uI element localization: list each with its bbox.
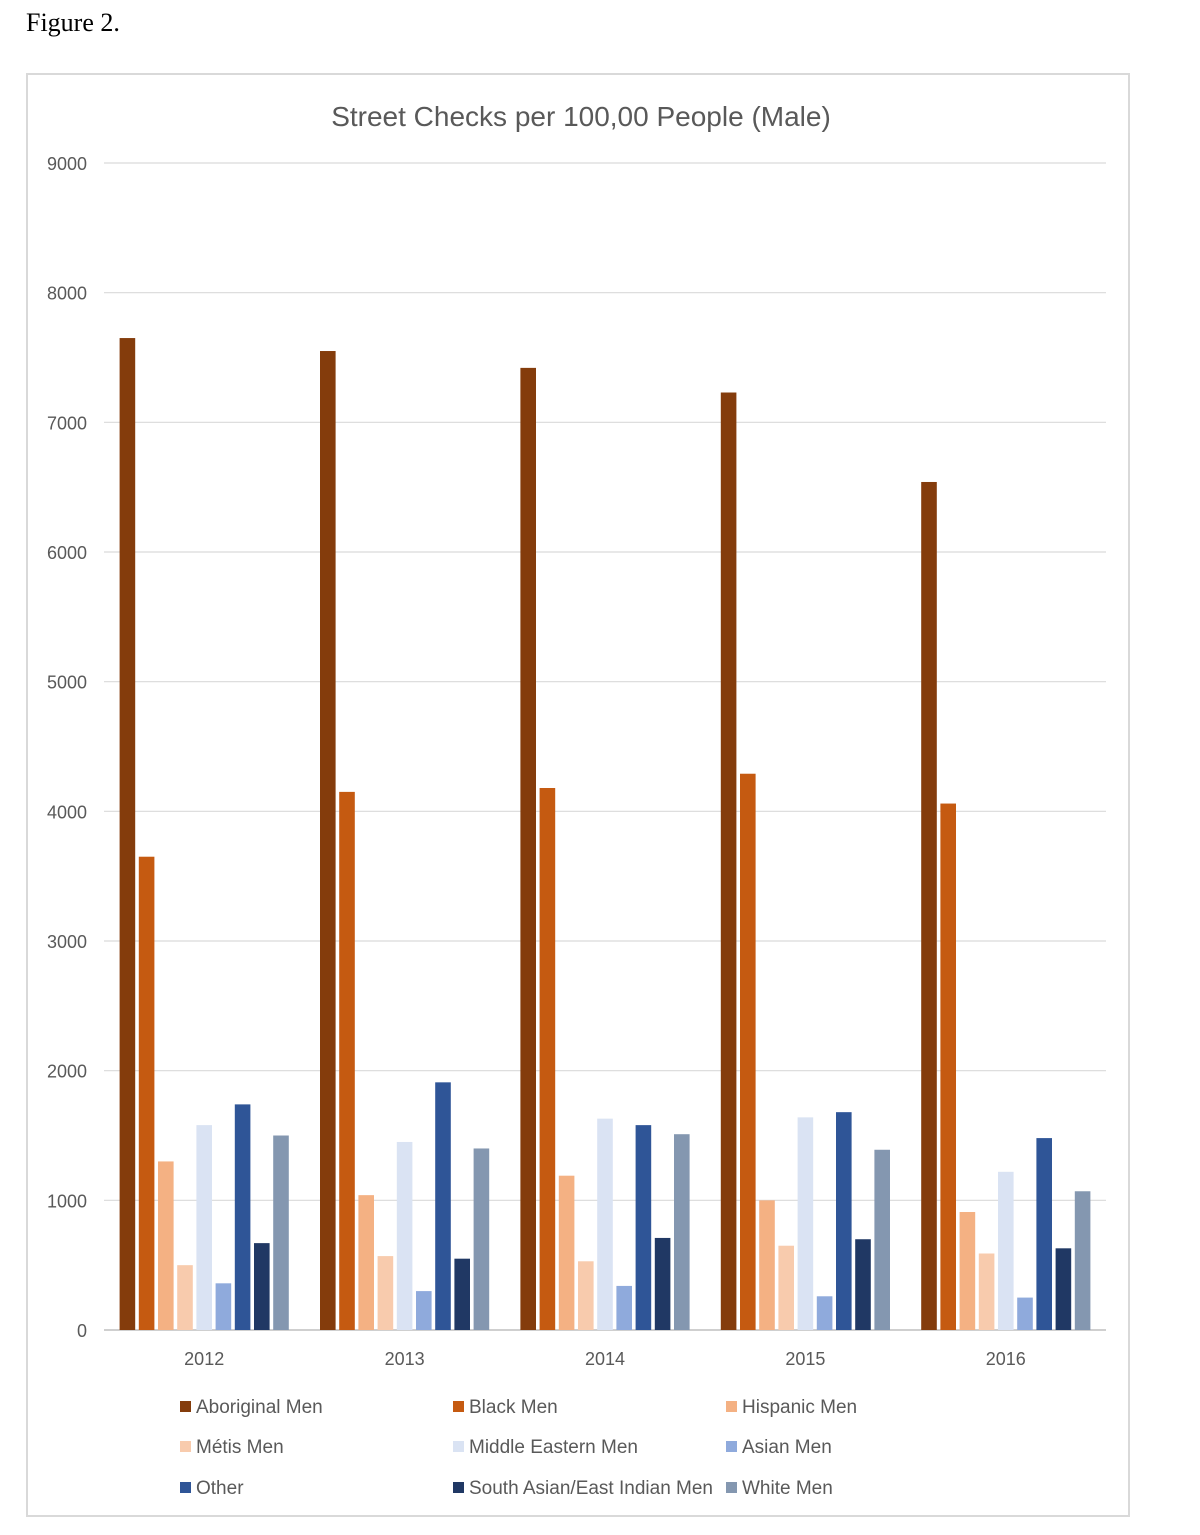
grid-lines (104, 162, 1106, 1331)
y-tick-label: 5000 (47, 673, 87, 693)
bar-asian-men-2014 (616, 1285, 632, 1330)
y-tick-label: 6000 (47, 543, 87, 563)
bar-middle-eastern-men-2016 (998, 1171, 1014, 1330)
bar-other-2012 (234, 1104, 251, 1330)
y-tick-label: 8000 (47, 284, 87, 304)
chart-container: Street Checks per 100,00 People (Male) 0… (26, 73, 1130, 1517)
bar-aboriginal-men-2013 (320, 351, 336, 1330)
bar-asian-men-2016 (1017, 1297, 1033, 1330)
bar-middle-eastern-men-2015 (797, 1117, 814, 1330)
y-tick-label: 7000 (47, 413, 87, 433)
x-tick-label: 2013 (385, 1349, 425, 1369)
bars (119, 338, 1091, 1331)
bar-other-2016 (1036, 1138, 1052, 1330)
bar-south-asian-east-indian-men-2014 (654, 1237, 671, 1330)
legend-swatch (726, 1401, 737, 1412)
legend-swatch (453, 1441, 464, 1452)
bar-other-2013 (435, 1082, 451, 1330)
legend: Aboriginal Men Black Men Hispanic Men Métis… (180, 1397, 857, 1499)
bar-south-asian-east-indian-men-2013 (454, 1258, 470, 1330)
bar-hispanic-men-2012 (158, 1161, 174, 1330)
x-tick-label: 2012 (184, 1349, 224, 1369)
bar-hispanic-men-2015 (759, 1200, 775, 1330)
bar-white-men-2012 (273, 1135, 289, 1330)
legend-label: White Men (742, 1478, 833, 1499)
chart-title: Street Checks per 100,00 People (Male) (331, 101, 831, 132)
bar-hispanic-men-2013 (358, 1195, 374, 1330)
bar-south-asian-east-indian-men-2015 (855, 1239, 871, 1330)
bar-black-men-2016 (940, 803, 956, 1330)
bar-m-tis-men-2015 (778, 1245, 794, 1330)
y-tick-label: 4000 (47, 802, 87, 822)
bar-black-men-2015 (740, 773, 756, 1330)
legend-swatch (453, 1401, 464, 1412)
y-tick-label: 0 (77, 1321, 87, 1341)
bar-south-asian-east-indian-men-2012 (254, 1243, 270, 1330)
legend-label: Asian Men (742, 1437, 832, 1458)
bar-asian-men-2012 (215, 1283, 232, 1330)
x-axis-tick-labels: 2012 2013 2014 2015 2016 (184, 1349, 1026, 1369)
bar-white-men-2016 (1074, 1191, 1091, 1330)
bar-middle-eastern-men-2013 (396, 1141, 413, 1330)
bar-other-2014 (635, 1125, 652, 1330)
bar-chart: Street Checks per 100,00 People (Male) 0… (47, 101, 1106, 1499)
figure-caption: Figure 2. (26, 8, 120, 37)
bar-black-men-2013 (339, 791, 355, 1330)
legend-swatch (453, 1482, 464, 1493)
bar-asian-men-2015 (816, 1296, 833, 1330)
bar-m-tis-men-2013 (377, 1256, 394, 1330)
legend-label: Other (196, 1478, 244, 1499)
bar-white-men-2015 (874, 1149, 890, 1330)
x-tick-label: 2015 (785, 1349, 825, 1369)
x-tick-label: 2016 (986, 1349, 1026, 1369)
legend-label: South Asian/East Indian Men (469, 1478, 713, 1499)
bar-m-tis-men-2016 (978, 1253, 995, 1330)
bar-aboriginal-men-2016 (921, 481, 937, 1331)
bar-white-men-2014 (674, 1134, 690, 1330)
y-tick-label: 9000 (47, 154, 87, 174)
bar-middle-eastern-men-2014 (597, 1118, 613, 1330)
legend-label: Hispanic Men (742, 1397, 857, 1418)
bar-white-men-2013 (473, 1148, 490, 1330)
legend-label: Middle Eastern Men (469, 1437, 638, 1458)
bar-black-men-2014 (539, 787, 556, 1330)
legend-swatch (726, 1441, 737, 1452)
bar-black-men-2012 (138, 856, 155, 1330)
bar-hispanic-men-2016 (959, 1212, 976, 1330)
legend-label: Aboriginal Men (196, 1397, 323, 1418)
x-tick-label: 2014 (585, 1349, 625, 1369)
bar-aboriginal-men-2015 (720, 392, 737, 1330)
bar-aboriginal-men-2012 (119, 338, 136, 1330)
bar-m-tis-men-2014 (578, 1261, 594, 1330)
legend-swatch (180, 1401, 191, 1412)
y-tick-label: 2000 (47, 1062, 87, 1082)
bar-other-2015 (836, 1112, 852, 1330)
bar-south-asian-east-indian-men-2016 (1055, 1248, 1072, 1330)
legend-label: Black Men (469, 1397, 558, 1418)
bar-middle-eastern-men-2012 (196, 1125, 212, 1330)
y-axis-tick-labels: 0 1000 2000 3000 4000 5000 6000 7000 8000 9000 (47, 154, 87, 1341)
bar-asian-men-2013 (416, 1291, 432, 1330)
bar-aboriginal-men-2014 (520, 367, 536, 1331)
y-tick-label: 1000 (47, 1191, 87, 1211)
bar-hispanic-men-2014 (558, 1175, 575, 1330)
y-tick-label: 3000 (47, 932, 87, 952)
legend-swatch (726, 1482, 737, 1493)
legend-label: Métis Men (196, 1437, 284, 1458)
legend-swatch (180, 1482, 191, 1493)
legend-swatch (180, 1441, 191, 1452)
bar-m-tis-men-2012 (177, 1265, 193, 1330)
